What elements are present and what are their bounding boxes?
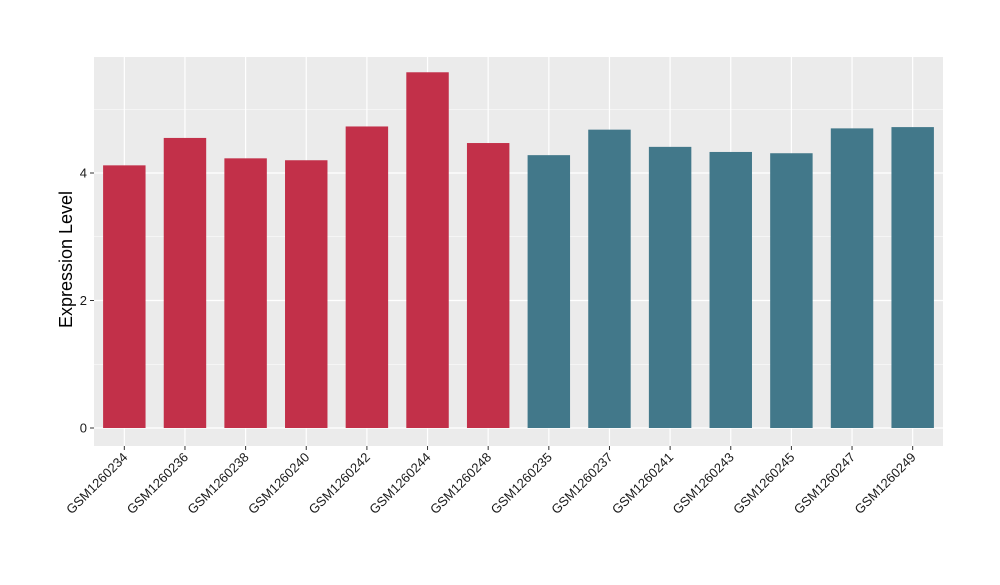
x-tick-label: GSM1260242 (306, 450, 373, 517)
bar-GSM1260248 (466, 143, 510, 428)
bar-GSM1260243 (709, 151, 752, 428)
x-tick-label: GSM1260236 (124, 450, 191, 517)
bar-GSM1260238 (224, 158, 267, 428)
bar-GSM1260249 (891, 127, 934, 428)
x-tick-label: GSM1260247 (791, 450, 858, 517)
x-tick-label: GSM1260245 (730, 450, 797, 517)
x-tick-label: GSM1260249 (851, 450, 918, 517)
x-tick-label: GSM1260244 (366, 450, 433, 517)
x-tick-label: GSM1260235 (488, 450, 555, 517)
y-tick-label: 4 (80, 166, 87, 181)
y-tick-label: 2 (80, 293, 87, 308)
x-tick-label: GSM1260243 (670, 450, 737, 517)
y-tick-label: 0 (80, 421, 87, 436)
bar-GSM1260236 (163, 137, 207, 428)
bars (103, 72, 934, 429)
bar-GSM1260237 (588, 129, 631, 428)
plot-panel (94, 57, 943, 446)
y-axis-title: Expression Level (56, 191, 76, 328)
x-tick-label: GSM1260240 (245, 450, 312, 517)
bar-GSM1260245 (770, 153, 813, 429)
bar-GSM1260234 (103, 165, 146, 428)
x-tick-label: GSM1260248 (427, 450, 494, 517)
x-tick-label: GSM1260237 (548, 450, 615, 517)
bar-GSM1260242 (345, 126, 389, 429)
bar-GSM1260240 (285, 160, 328, 428)
bar-GSM1260235 (527, 155, 571, 428)
bar-GSM1260241 (648, 146, 692, 429)
x-tick-label: GSM1260234 (63, 450, 130, 517)
x-tick-label: GSM1260241 (609, 450, 676, 517)
bar-GSM1260247 (830, 128, 874, 428)
x-tick-label: GSM1260238 (184, 450, 251, 517)
bar-GSM1260244 (406, 72, 449, 429)
